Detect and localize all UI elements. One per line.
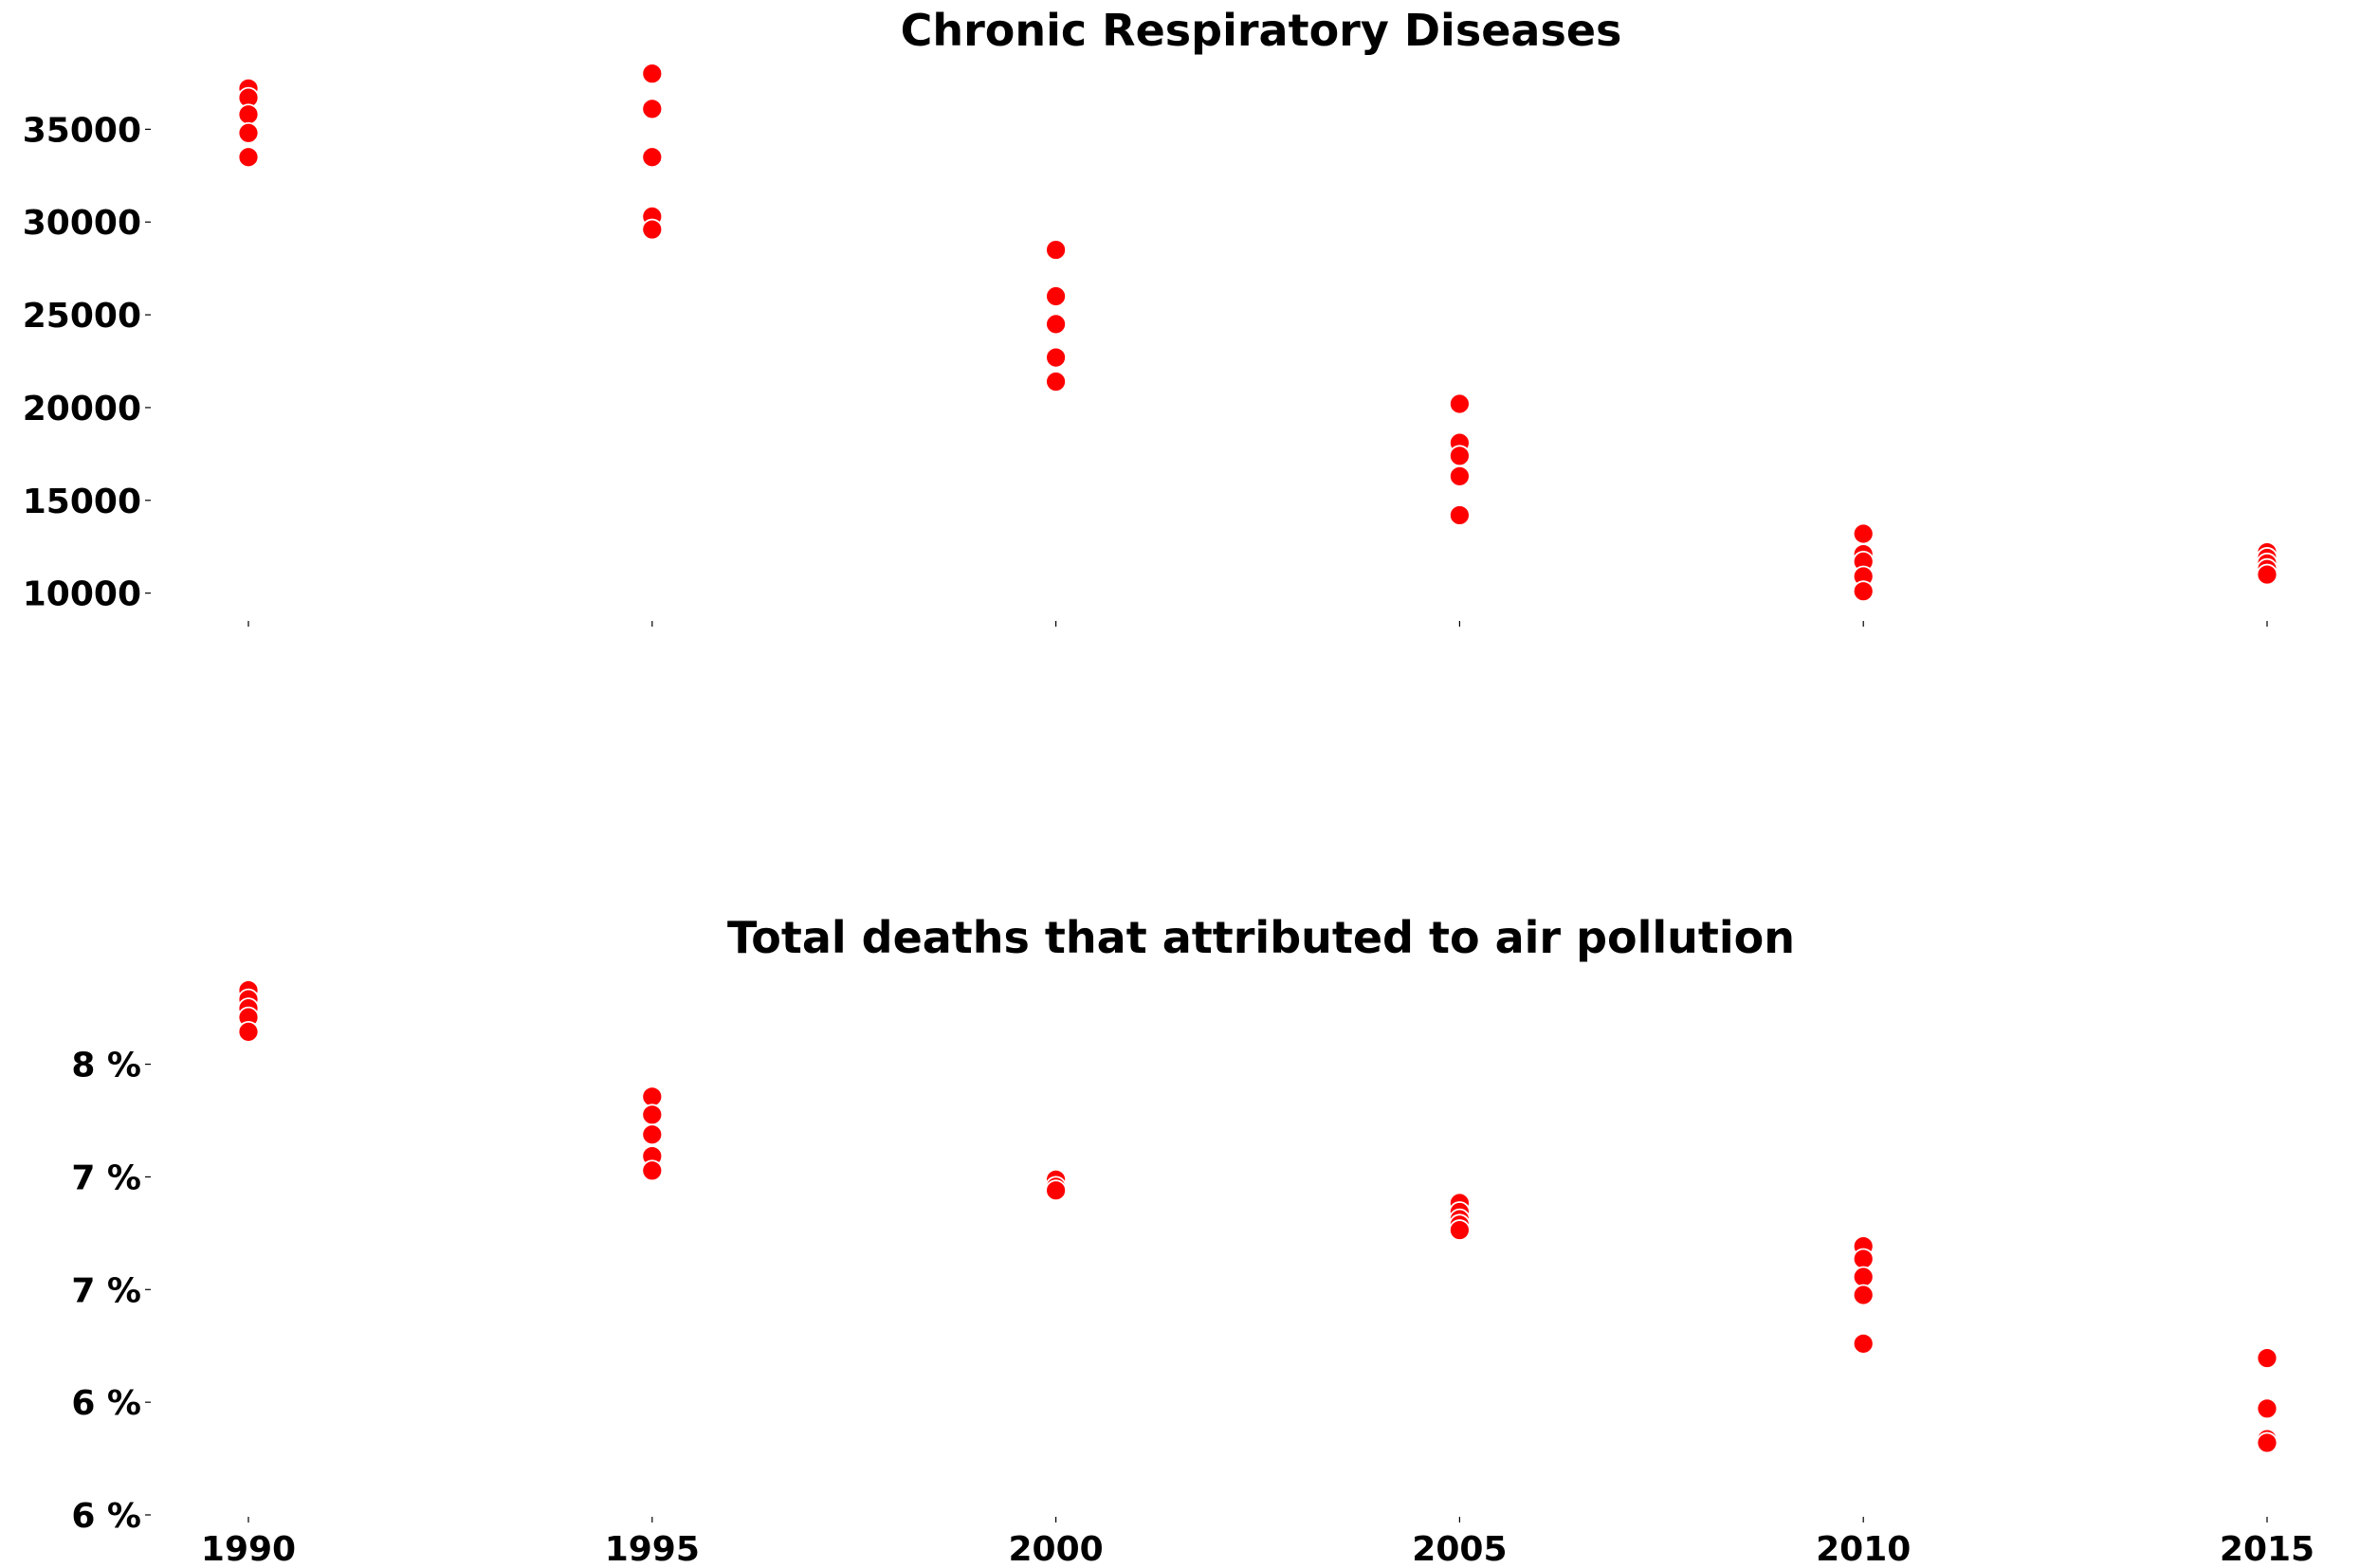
y-tick-label: 10000	[23, 575, 141, 614]
data-point	[1852, 1248, 1875, 1270]
data-point	[1045, 239, 1067, 261]
scatter-points	[237, 63, 2278, 603]
y-axis: 6 % 6 % 7 % 7 % 8 %	[71, 1047, 151, 1536]
data-point	[237, 1020, 260, 1043]
chart-air-pollution-deaths: Total deaths that attributed to air poll…	[71, 912, 2314, 1568]
y-tick-label: 7 %	[71, 1271, 141, 1310]
data-point	[641, 1159, 664, 1182]
data-point	[1045, 285, 1067, 307]
data-point	[641, 98, 664, 120]
data-point	[1045, 346, 1067, 369]
x-tick-label: 2000	[1008, 1530, 1103, 1568]
y-tick-label: 7 %	[71, 1158, 141, 1197]
x-axis	[247, 621, 2268, 627]
data-point	[1852, 1284, 1875, 1306]
data-point	[641, 146, 664, 169]
data-point	[1045, 1179, 1067, 1202]
y-axis: 10000 15000 20000 25000 30000 35000	[23, 111, 151, 614]
data-point	[1449, 1219, 1471, 1241]
data-point	[1449, 392, 1471, 415]
data-point	[237, 146, 260, 169]
x-tick-label: 2010	[1816, 1530, 1911, 1568]
data-point	[1449, 465, 1471, 487]
data-point	[1852, 522, 1875, 545]
data-point	[1852, 1266, 1875, 1288]
x-tick-label: 1990	[201, 1530, 296, 1568]
data-point	[1449, 504, 1471, 526]
data-point	[2256, 1431, 2278, 1454]
data-point	[2256, 563, 2278, 586]
data-point	[1852, 1332, 1875, 1355]
data-point	[2256, 1347, 2278, 1369]
data-point	[2256, 1397, 2278, 1420]
x-tick-label: 2015	[2220, 1530, 2314, 1568]
data-point	[237, 103, 260, 126]
y-tick-label: 25000	[23, 297, 141, 336]
data-point	[641, 63, 664, 85]
y-tick-label: 15000	[23, 483, 141, 521]
chart-title: Chronic Respiratory Diseases	[901, 5, 1622, 56]
chart-title: Total deaths that attributed to air poll…	[727, 912, 1795, 963]
data-point	[641, 218, 664, 241]
data-point	[237, 121, 260, 144]
x-tick-label: 1995	[605, 1530, 700, 1568]
x-axis: 1990 1995 2000 2005 2010 2015	[201, 1517, 2314, 1568]
data-point	[1045, 371, 1067, 392]
scatter-points	[237, 979, 2278, 1454]
data-point	[641, 1123, 664, 1146]
data-point	[1852, 580, 1875, 603]
data-point	[641, 1085, 664, 1108]
data-point	[1045, 313, 1067, 336]
data-point	[1449, 445, 1471, 467]
y-tick-label: 35000	[23, 111, 141, 150]
y-tick-label: 20000	[23, 390, 141, 428]
chart-chronic-respiratory-diseases: Chronic Respiratory Diseases 10000 15000 2…	[23, 5, 2278, 627]
y-tick-label: 6 %	[71, 1384, 141, 1423]
y-tick-label: 8 %	[71, 1047, 141, 1085]
y-tick-label: 30000	[23, 204, 141, 243]
data-point	[641, 1103, 664, 1126]
y-tick-label: 6 %	[71, 1497, 141, 1536]
x-tick-label: 2005	[1412, 1530, 1507, 1568]
